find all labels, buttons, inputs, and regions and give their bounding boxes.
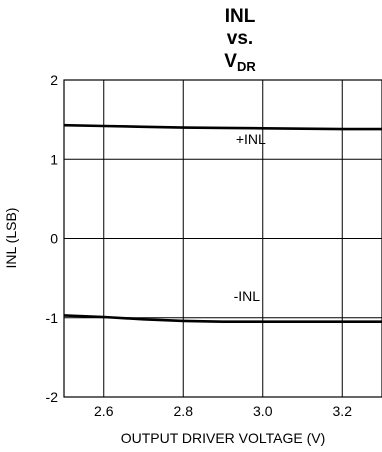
x-tick-label: 3.2 — [333, 403, 353, 419]
y-tick-label: 1 — [50, 151, 58, 167]
series-line-minus-inl — [63, 314, 382, 323]
chart-title-line-1: INL — [225, 6, 256, 27]
series-group — [63, 123, 382, 323]
y-tick-label: -1 — [46, 310, 59, 326]
x-tick-label: 3.0 — [253, 403, 273, 419]
plot-frame — [63, 79, 382, 398]
y-tick-label: -2 — [46, 389, 59, 405]
y-tick-label: 2 — [50, 72, 58, 88]
x-axis-label: OUTPUT DRIVER VOLTAGE (V) — [121, 430, 326, 446]
annotation-plus-inl: +INL — [236, 131, 266, 147]
series-line-plus-inl — [63, 123, 382, 131]
x-tick-labels: 2.6 2.8 3.0 3.2 — [94, 403, 352, 419]
y-tick-label: 0 — [50, 231, 58, 247]
chart-title-var-subscript: DR — [237, 59, 256, 74]
y-tick-labels: 2 1 0 -1 -2 — [46, 72, 59, 405]
x-tick-label: 2.8 — [174, 403, 194, 419]
chart-title-line-3: VDR — [224, 51, 256, 74]
chart-title-var: V — [224, 51, 237, 72]
chart-title-line-2: vs. — [227, 28, 253, 49]
annotations: +INL -INL — [234, 131, 266, 304]
annotation-minus-inl: -INL — [234, 288, 261, 304]
x-tick-label: 2.6 — [94, 403, 114, 419]
y-axis-label: INL (LSB) — [3, 208, 19, 269]
